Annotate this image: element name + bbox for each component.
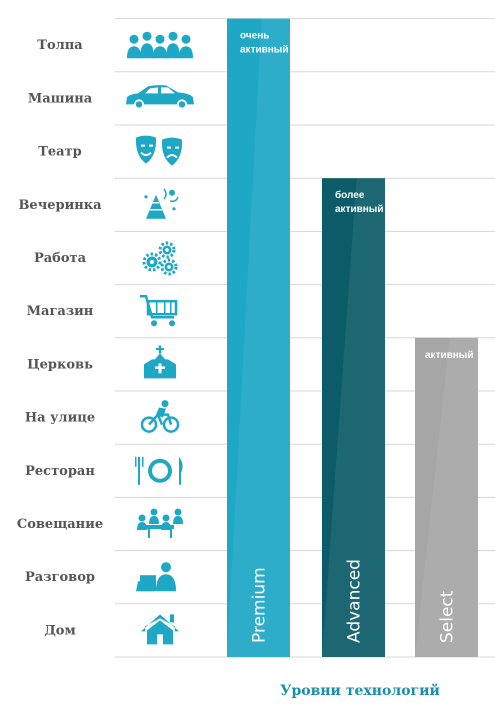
bar-select: активный Select [415, 337, 478, 657]
conversation-icon [136, 562, 176, 592]
church-icon [144, 345, 176, 379]
bar-advanced: более активный Advanced [322, 178, 385, 657]
theater-masks-icon [135, 135, 183, 166]
meeting-icon [137, 508, 183, 538]
crowd-icon [127, 31, 193, 59]
car-icon [126, 85, 194, 110]
bar-shade [415, 337, 478, 657]
bar-rect [322, 178, 385, 657]
bar-category-label: Select [438, 590, 458, 643]
bar-top-label: активный [335, 204, 384, 215]
bar-shade [322, 178, 385, 657]
y-level-label: Совещание [17, 517, 103, 532]
bar-top-label: очень [240, 31, 269, 42]
bar-rect [227, 18, 290, 658]
y-level-label: Магазин [27, 304, 94, 319]
restaurant-icon [135, 456, 183, 485]
gears-icon [142, 241, 178, 276]
party-icon [144, 188, 179, 219]
y-level-label: Вечеринка [18, 198, 102, 213]
shopping-cart-icon [140, 294, 178, 327]
y-level-label: Церковь [27, 357, 93, 372]
house-icon [141, 614, 179, 645]
bar-shade [227, 18, 290, 658]
y-level-label: Дом [44, 623, 76, 638]
y-level-labels: Дом Разговор Совещание Ресторан На улице Церк… [17, 38, 103, 638]
cyclist-icon [140, 400, 180, 433]
y-level-label: Театр [38, 145, 82, 160]
y-level-label: Работа [34, 251, 87, 266]
bar-top-label: активный [240, 45, 289, 56]
bar-category-label: Advanced [345, 559, 365, 643]
bars: очень активный Premium более активный Advance… [227, 18, 478, 658]
bar-rect [415, 337, 478, 657]
bar-category-label: Premium [250, 567, 270, 643]
bar-top-label: активный [425, 350, 474, 361]
y-level-label: На улице [25, 411, 95, 426]
bar-premium: очень активный Premium [227, 18, 290, 658]
x-axis-title: Уровни технологий [280, 682, 440, 699]
y-level-icons [126, 31, 194, 645]
y-level-label: Ресторан [25, 464, 95, 479]
y-level-label: Разговор [25, 570, 95, 585]
y-level-label: Толпа [37, 38, 83, 53]
y-level-label: Машина [28, 91, 93, 106]
grid-lines [115, 18, 495, 658]
bar-top-label: более [335, 189, 365, 201]
